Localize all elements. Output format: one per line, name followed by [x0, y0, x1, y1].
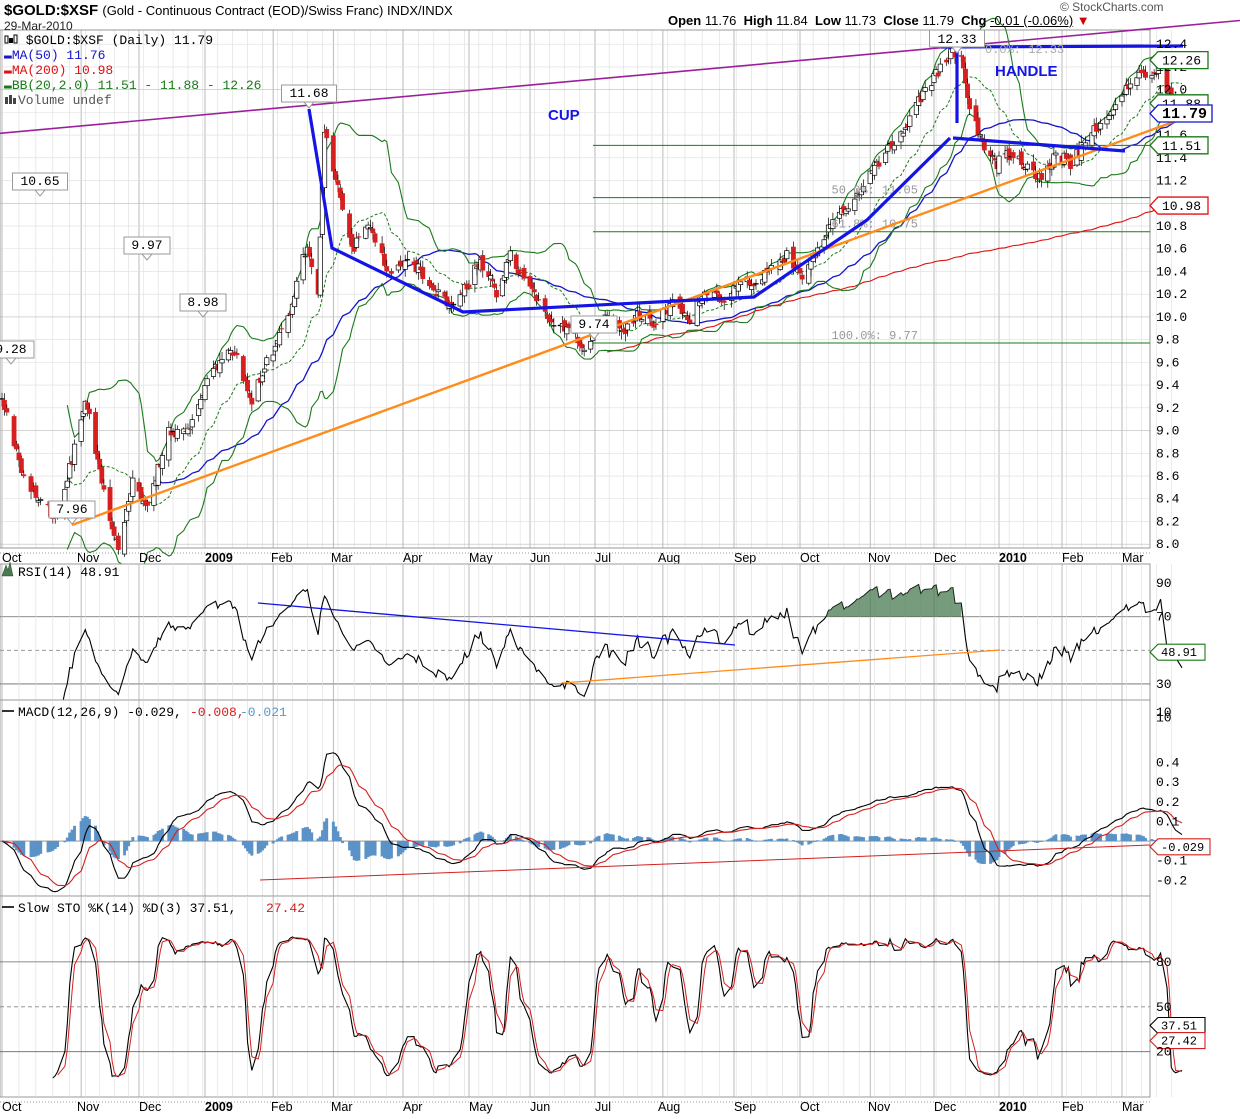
- svg-text:48.91: 48.91: [1161, 646, 1197, 660]
- svg-text:50.0%: 11.05: 50.0%: 11.05: [832, 184, 918, 198]
- svg-text:Jun: Jun: [530, 1100, 550, 1114]
- svg-text:50: 50: [1156, 1000, 1172, 1015]
- svg-text:Dec: Dec: [139, 551, 161, 565]
- svg-text:-0.021: -0.021: [240, 705, 287, 720]
- svg-text:MACD(12,26,9) -0.029,: MACD(12,26,9) -0.029,: [18, 705, 182, 720]
- svg-text:11.51: 11.51: [1162, 139, 1201, 154]
- svg-text:2010: 2010: [999, 551, 1027, 565]
- svg-text:8.8: 8.8: [1156, 446, 1179, 461]
- svg-text:Apr: Apr: [403, 1100, 422, 1114]
- svg-text:9.97: 9.97: [131, 238, 162, 253]
- svg-text:Jun: Jun: [530, 551, 550, 565]
- svg-text:-0.008,: -0.008,: [190, 705, 245, 720]
- svg-text:Jul: Jul: [595, 1100, 611, 1114]
- svg-text:Apr: Apr: [403, 551, 422, 565]
- svg-text:10.6: 10.6: [1156, 242, 1187, 257]
- svg-text:10.8: 10.8: [1156, 219, 1187, 234]
- svg-text:Mar: Mar: [331, 1100, 353, 1114]
- svg-text:27.42: 27.42: [266, 901, 305, 916]
- svg-text:9.2: 9.2: [1156, 401, 1179, 416]
- svg-text:9.6: 9.6: [1156, 355, 1179, 370]
- svg-text:0.2: 0.2: [1156, 795, 1179, 810]
- svg-text:0.0%: 12.33: 0.0%: 12.33: [985, 43, 1064, 57]
- svg-text:8.6: 8.6: [1156, 469, 1179, 484]
- svg-text:Feb: Feb: [271, 1100, 293, 1114]
- svg-text:90: 90: [1156, 576, 1172, 591]
- svg-text:-0.1: -0.1: [1156, 854, 1187, 869]
- svg-text:Dec: Dec: [139, 1100, 161, 1114]
- svg-text:Oct: Oct: [2, 551, 22, 565]
- svg-text:Sep: Sep: [734, 1100, 756, 1114]
- svg-text:Nov: Nov: [77, 551, 100, 565]
- svg-text:Oct: Oct: [800, 551, 820, 565]
- svg-text:HANDLE: HANDLE: [995, 63, 1058, 80]
- svg-text:May: May: [469, 1100, 493, 1114]
- svg-text:70: 70: [1156, 610, 1172, 625]
- svg-text:9.74: 9.74: [578, 317, 609, 332]
- svg-text:-0.029: -0.029: [1161, 841, 1204, 855]
- svg-text:30: 30: [1156, 677, 1172, 692]
- svg-text:Dec: Dec: [934, 1100, 956, 1114]
- svg-text:9.0: 9.0: [1156, 424, 1179, 439]
- svg-text:Nov: Nov: [77, 1100, 100, 1114]
- svg-text:8.2: 8.2: [1156, 515, 1179, 530]
- svg-text:Feb: Feb: [271, 551, 293, 565]
- svg-text:0.3: 0.3: [1156, 775, 1179, 790]
- svg-text:Feb: Feb: [1062, 551, 1084, 565]
- svg-text:May: May: [469, 551, 493, 565]
- svg-text:2009: 2009: [205, 1100, 233, 1114]
- svg-text:12.4: 12.4: [1156, 37, 1187, 52]
- svg-text:11.2: 11.2: [1156, 174, 1187, 189]
- svg-text:10.0: 10.0: [1156, 310, 1187, 325]
- svg-text:Oct: Oct: [2, 1100, 22, 1114]
- svg-text:8.4: 8.4: [1156, 492, 1180, 507]
- svg-text:10.4: 10.4: [1156, 265, 1187, 280]
- svg-text:9.28: 9.28: [0, 342, 27, 357]
- svg-text:Nov: Nov: [868, 1100, 891, 1114]
- svg-text:10: 10: [1156, 705, 1172, 720]
- svg-text:Mar: Mar: [1122, 551, 1144, 565]
- svg-text:10.98: 10.98: [1162, 199, 1201, 214]
- svg-text:11.68: 11.68: [289, 86, 328, 101]
- svg-text:2009: 2009: [205, 551, 233, 565]
- svg-text:10.2: 10.2: [1156, 287, 1187, 302]
- svg-text:12.26: 12.26: [1162, 54, 1201, 69]
- svg-text:-0.2: -0.2: [1156, 873, 1187, 888]
- svg-text:Dec: Dec: [934, 551, 956, 565]
- svg-text:9.4: 9.4: [1156, 378, 1180, 393]
- svg-text:12.33: 12.33: [937, 32, 976, 47]
- svg-text:CUP: CUP: [548, 107, 580, 124]
- svg-text:Oct: Oct: [800, 1100, 820, 1114]
- svg-text:20: 20: [1156, 1045, 1172, 1060]
- svg-text:8.98: 8.98: [187, 295, 218, 310]
- svg-text:RSI(14) 48.91: RSI(14) 48.91: [18, 565, 120, 580]
- svg-text:Mar: Mar: [331, 551, 353, 565]
- svg-text:Feb: Feb: [1062, 1100, 1084, 1114]
- svg-text:11.79: 11.79: [1162, 106, 1207, 123]
- svg-text:Sep: Sep: [734, 551, 756, 565]
- svg-text:Slow STO %K(14) %D(3) 37.51,: Slow STO %K(14) %D(3) 37.51,: [18, 901, 236, 916]
- svg-text:2010: 2010: [999, 1100, 1027, 1114]
- svg-text:Nov: Nov: [868, 551, 891, 565]
- svg-text:9.8: 9.8: [1156, 333, 1179, 348]
- svg-text:0.4: 0.4: [1156, 756, 1180, 771]
- svg-text:10.65: 10.65: [20, 174, 59, 189]
- svg-text:Aug: Aug: [658, 551, 680, 565]
- svg-text:80: 80: [1156, 955, 1172, 970]
- svg-text:Mar: Mar: [1122, 1100, 1144, 1114]
- svg-text:0.1: 0.1: [1156, 814, 1180, 829]
- svg-text:100.0%: 9.77: 100.0%: 9.77: [832, 329, 918, 343]
- svg-text:Aug: Aug: [658, 1100, 680, 1114]
- svg-text:7.96: 7.96: [56, 502, 87, 517]
- svg-text:Jul: Jul: [595, 551, 611, 565]
- svg-text:8.0: 8.0: [1156, 537, 1179, 552]
- svg-text:37.51: 37.51: [1161, 1020, 1197, 1034]
